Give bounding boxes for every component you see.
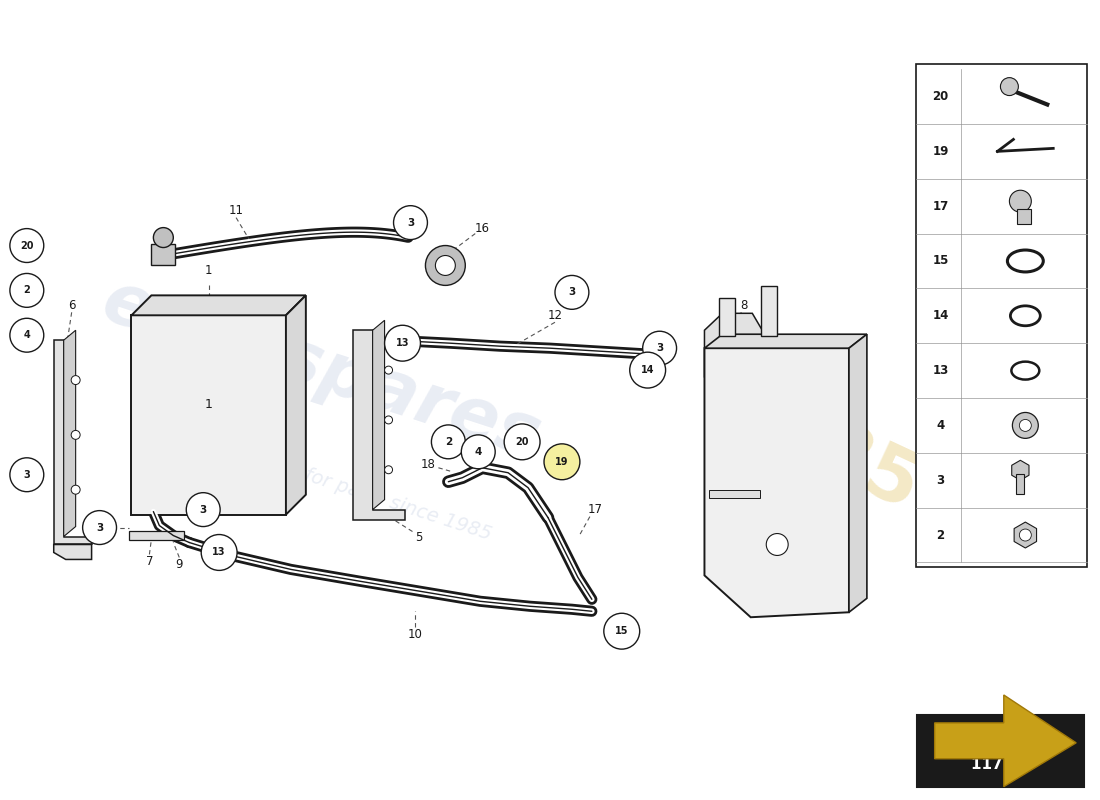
Polygon shape [704,348,849,618]
Bar [915,64,1087,567]
Circle shape [153,228,174,247]
Circle shape [544,444,580,480]
Text: 16: 16 [475,222,490,235]
Polygon shape [64,330,76,537]
Circle shape [10,318,44,352]
Text: 19: 19 [933,145,949,158]
Circle shape [642,331,676,365]
Text: 2: 2 [444,437,452,447]
Circle shape [461,435,495,469]
Text: 18: 18 [421,458,436,471]
Polygon shape [704,334,867,348]
Text: 1985: 1985 [707,371,931,528]
Circle shape [385,366,393,374]
Bar [1016,474,1024,494]
Circle shape [10,229,44,262]
Text: 1: 1 [205,265,212,278]
Text: 12: 12 [548,309,562,322]
Text: 17: 17 [933,200,949,213]
Circle shape [426,246,465,286]
Circle shape [10,458,44,492]
Text: 15: 15 [933,254,949,267]
Bar [130,530,185,539]
Text: 3: 3 [656,343,663,353]
Polygon shape [353,330,405,519]
Polygon shape [286,295,306,514]
Text: 14: 14 [933,310,949,322]
Circle shape [385,466,393,474]
Circle shape [201,534,238,570]
Text: 3: 3 [23,470,30,480]
Polygon shape [704,314,762,395]
Bar [152,243,175,266]
Circle shape [1000,78,1019,95]
Text: 20: 20 [20,241,34,250]
Circle shape [394,206,428,239]
Circle shape [385,326,420,361]
Circle shape [604,614,640,649]
Circle shape [556,275,588,310]
Polygon shape [54,340,91,545]
Text: 6: 6 [68,299,76,312]
Circle shape [431,425,465,458]
Circle shape [436,255,455,275]
Text: 20: 20 [515,437,529,447]
Text: a passion for parts since 1985: a passion for parts since 1985 [208,435,494,544]
Text: 13: 13 [212,547,226,558]
Text: 7: 7 [145,555,153,568]
Bar [719,298,736,336]
Polygon shape [132,295,306,315]
Text: 3: 3 [96,522,103,533]
Text: 14: 14 [641,365,654,375]
Text: 11: 11 [229,204,243,217]
Text: 3: 3 [936,474,945,486]
Bar [916,715,1085,786]
Text: 13: 13 [396,338,409,348]
Circle shape [72,375,80,385]
Text: 4: 4 [23,330,30,340]
Text: 2: 2 [936,529,945,542]
Text: 15: 15 [615,626,628,636]
Circle shape [72,430,80,439]
Text: 4: 4 [936,419,945,432]
Circle shape [82,510,117,545]
Text: eurospares: eurospares [92,266,549,474]
Polygon shape [54,545,91,559]
Text: 8: 8 [740,299,748,312]
Text: 9: 9 [176,558,183,571]
Circle shape [1020,529,1032,541]
Circle shape [10,274,44,307]
Bar [1018,209,1032,224]
Bar [761,286,778,336]
Circle shape [72,486,80,494]
Text: 3: 3 [199,505,207,514]
Text: 10: 10 [408,628,422,641]
Text: 5: 5 [415,531,422,544]
Bar [710,490,760,498]
Circle shape [629,352,666,388]
Text: 2: 2 [23,286,30,295]
Polygon shape [935,695,1076,786]
Text: 3: 3 [569,287,575,298]
Circle shape [186,493,220,526]
Text: 3: 3 [407,218,414,228]
Circle shape [1010,190,1032,212]
Polygon shape [849,334,867,612]
Text: 20: 20 [933,90,949,103]
Text: 4: 4 [474,447,482,457]
Circle shape [1012,413,1038,438]
Text: 1: 1 [205,398,212,411]
Circle shape [1020,419,1032,431]
Polygon shape [373,320,385,510]
Text: 17: 17 [587,503,603,516]
Bar [132,315,286,514]
Text: 13: 13 [933,364,949,377]
Text: 117 03: 117 03 [971,758,1030,772]
Circle shape [767,534,789,555]
Circle shape [504,424,540,460]
Text: 19: 19 [556,457,569,466]
Circle shape [385,416,393,424]
